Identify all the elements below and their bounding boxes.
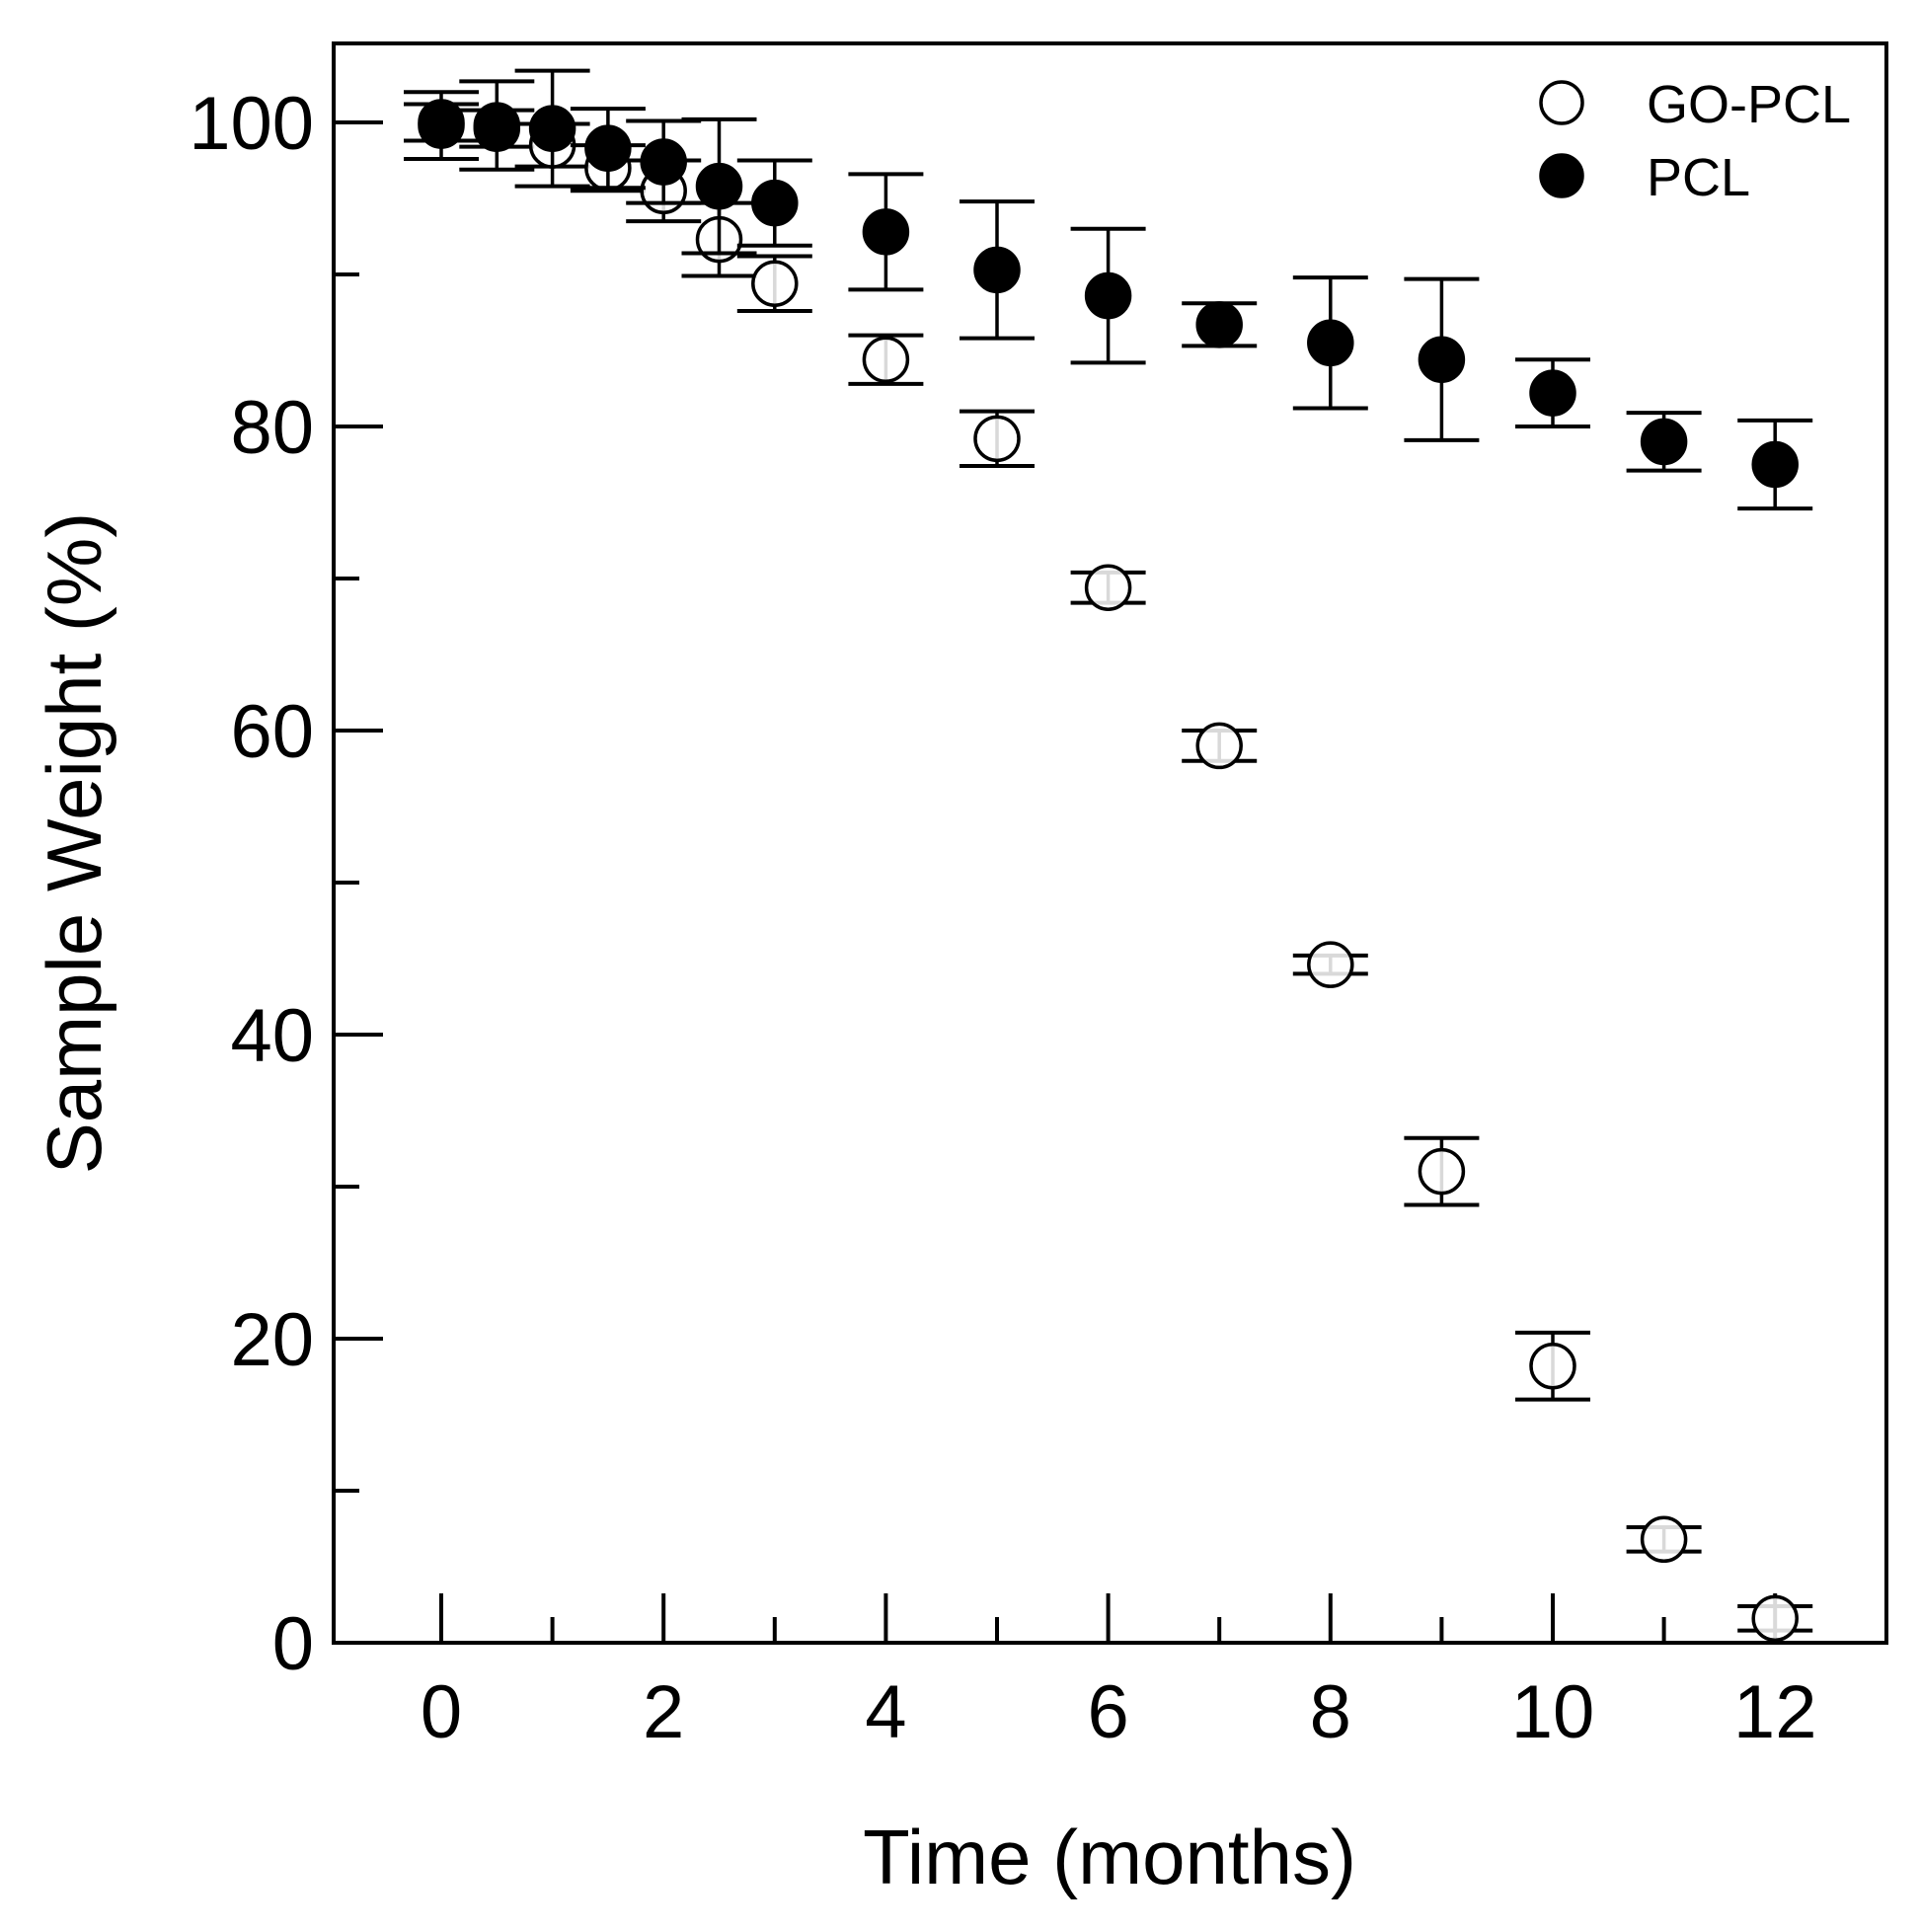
data-point-go-pcl xyxy=(1195,722,1243,770)
data-point-pcl xyxy=(528,105,576,152)
data-point-pcl xyxy=(862,208,910,256)
data-point-pcl xyxy=(1751,440,1799,489)
y-axis-title: Sample Weight (%) xyxy=(31,512,117,1174)
y-tick-label: 20 xyxy=(230,1298,314,1382)
data-point-pcl xyxy=(473,102,521,149)
data-series xyxy=(404,68,1813,1643)
y-tick-label: 0 xyxy=(272,1602,314,1686)
data-point-pcl xyxy=(640,138,687,186)
x-axis-title: Time (months) xyxy=(863,1814,1356,1900)
data-point-pcl xyxy=(418,102,465,149)
data-point-go-pcl xyxy=(1751,1594,1799,1643)
data-point-pcl xyxy=(1418,336,1466,383)
data-point-pcl xyxy=(695,162,743,210)
data-point-pcl xyxy=(584,124,632,172)
data-point-go-pcl xyxy=(1084,564,1132,611)
data-point-go-pcl xyxy=(1640,1515,1688,1564)
data-point-pcl xyxy=(1529,369,1576,417)
data-point-go-pcl xyxy=(1418,1147,1466,1196)
x-tick-label: 0 xyxy=(421,1670,462,1754)
data-point-pcl xyxy=(1084,271,1132,320)
y-tick-label: 40 xyxy=(230,994,314,1078)
data-point-go-pcl xyxy=(751,260,799,307)
series-pcl xyxy=(404,68,1813,511)
legend-marker-go-pcl xyxy=(1539,80,1584,125)
x-tick-label: 6 xyxy=(1087,1670,1128,1754)
data-point-go-pcl xyxy=(862,336,910,383)
y-tick-label: 80 xyxy=(230,386,314,470)
x-tick-label: 4 xyxy=(865,1670,906,1754)
y-tick-label: 60 xyxy=(230,690,314,774)
legend-label-go-pcl: GO-PCL xyxy=(1647,75,1851,134)
x-tick-label: 2 xyxy=(643,1670,684,1754)
x-tick-label: 8 xyxy=(1310,1670,1351,1754)
legend-label-pcl: PCL xyxy=(1647,148,1750,207)
legend-marker-pcl xyxy=(1539,153,1584,198)
data-point-pcl xyxy=(1640,418,1688,466)
legend: GO-PCL PCL xyxy=(1539,75,1851,207)
x-tick-label: 10 xyxy=(1511,1670,1595,1754)
y-tick-label: 100 xyxy=(189,82,314,166)
data-point-pcl xyxy=(1307,319,1354,367)
data-point-go-pcl xyxy=(1307,941,1354,988)
axes: 0 2 4 6 8 10 12 0 20 40 60 80 100 xyxy=(189,82,1816,1754)
data-point-pcl xyxy=(973,246,1021,294)
x-tick-label: 12 xyxy=(1733,1670,1817,1754)
data-point-pcl xyxy=(1195,301,1243,348)
data-point-pcl xyxy=(751,179,799,227)
data-point-go-pcl xyxy=(973,415,1021,463)
data-point-go-pcl xyxy=(1529,1342,1576,1390)
